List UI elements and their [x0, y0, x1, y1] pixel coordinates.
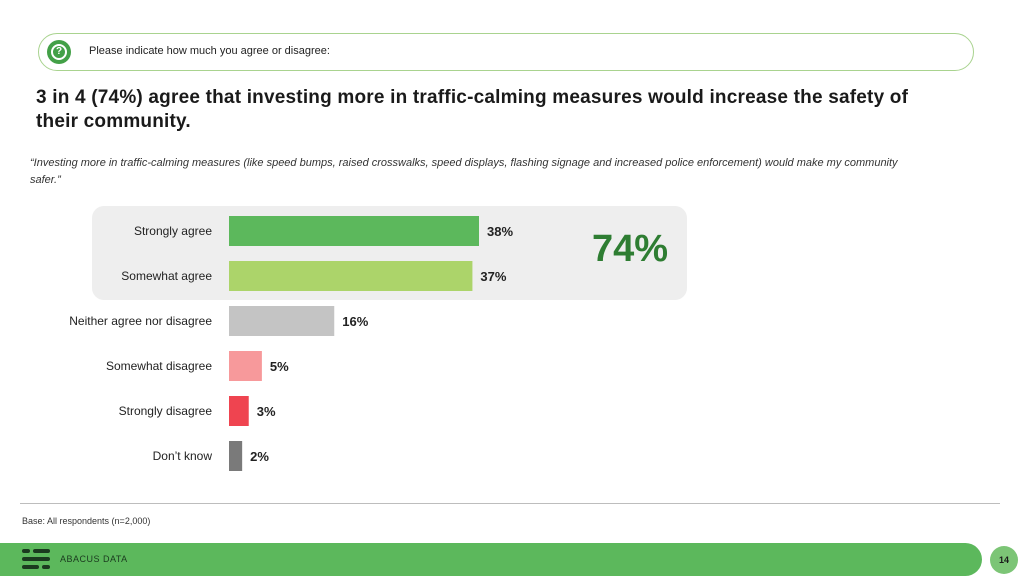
value-label: 37% — [480, 269, 506, 284]
bar — [229, 441, 243, 471]
value-label: 38% — [487, 224, 513, 239]
category-label: Neither agree nor disagree — [69, 314, 212, 328]
quote-text: “Investing more in traffic-calming measu… — [30, 157, 898, 186]
bar — [229, 216, 479, 246]
question-banner: ? Please indicate how much you agree or … — [38, 33, 974, 71]
page-number: 14 — [990, 546, 1018, 574]
bar — [229, 306, 335, 336]
bar — [229, 396, 249, 426]
category-label: Don’t know — [153, 449, 213, 463]
bar — [229, 261, 473, 291]
brand-name: ABACUS DATA — [60, 554, 128, 564]
total-agree-percent: 74% — [592, 228, 669, 270]
divider — [20, 503, 1000, 504]
abacus-logo-icon — [22, 549, 50, 569]
value-label: 2% — [250, 449, 269, 464]
category-label: Somewhat disagree — [106, 359, 212, 373]
headline: 3 in 4 (74%) agree that investing more i… — [36, 87, 909, 132]
category-label: Strongly disagree — [119, 404, 213, 418]
value-label: 16% — [342, 314, 368, 329]
value-label: 3% — [257, 404, 276, 419]
category-label: Strongly agree — [134, 224, 212, 238]
value-label: 5% — [270, 359, 289, 374]
footer-bar — [0, 543, 982, 576]
question-text: Please indicate how much you agree or di… — [89, 45, 330, 57]
bar — [229, 351, 262, 381]
category-label: Somewhat agree — [121, 269, 212, 283]
question-icon: ? — [47, 40, 71, 64]
base-note: Base: All respondents (n=2,000) — [22, 516, 151, 526]
